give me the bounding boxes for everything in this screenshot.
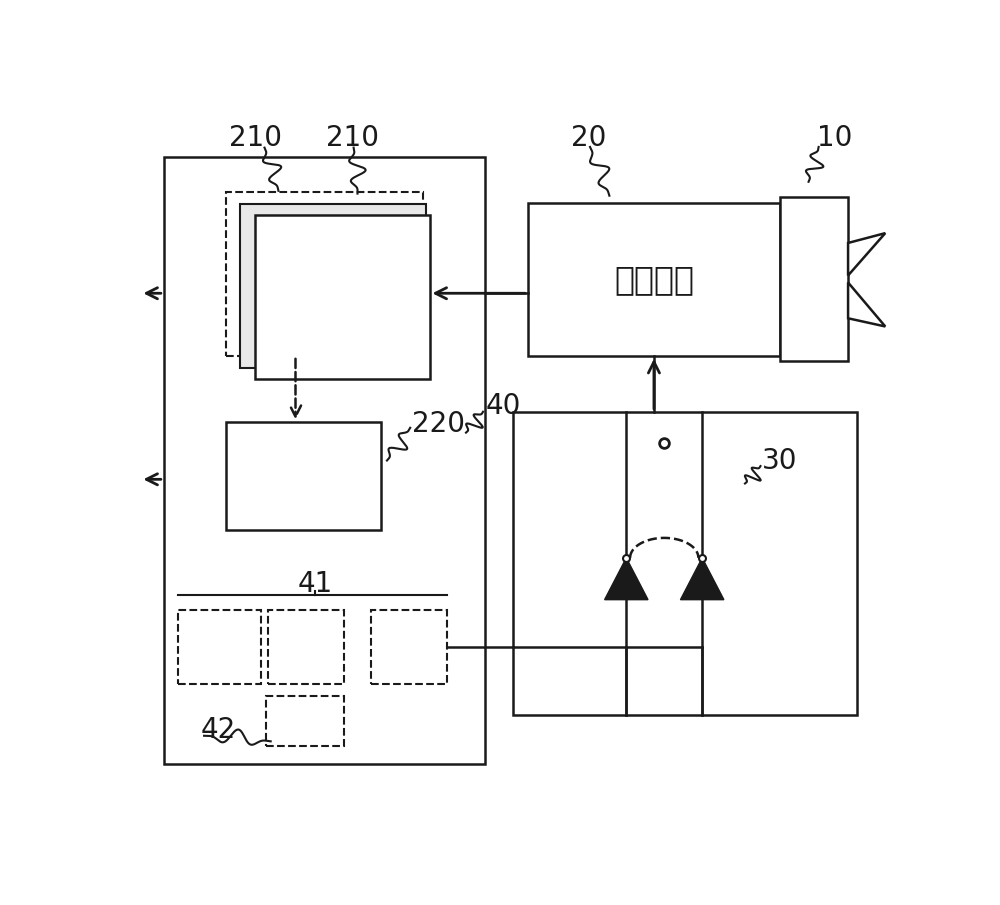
Bar bbox=[178, 610, 261, 683]
Bar bbox=[164, 157, 485, 764]
Polygon shape bbox=[680, 557, 724, 600]
Text: 30: 30 bbox=[762, 446, 798, 474]
Bar bbox=[268, 610, 344, 683]
Text: 220: 220 bbox=[412, 410, 465, 438]
Text: 210: 210 bbox=[229, 124, 282, 152]
Bar bbox=[371, 610, 447, 683]
Bar bbox=[226, 422, 381, 530]
Polygon shape bbox=[605, 557, 648, 600]
Polygon shape bbox=[848, 282, 885, 327]
Text: 20: 20 bbox=[571, 124, 606, 152]
Bar bbox=[255, 215, 430, 379]
Text: 10: 10 bbox=[817, 124, 853, 152]
Text: 光传感器: 光传感器 bbox=[614, 262, 694, 296]
Bar bbox=[780, 197, 848, 361]
Bar bbox=[240, 204, 426, 367]
Text: 42: 42 bbox=[201, 716, 236, 744]
Bar bbox=[266, 696, 344, 747]
Bar bbox=[528, 203, 780, 356]
Text: 40: 40 bbox=[485, 392, 521, 420]
Bar bbox=[512, 412, 857, 715]
Bar bbox=[226, 192, 423, 356]
Polygon shape bbox=[848, 233, 885, 275]
Text: 41: 41 bbox=[297, 570, 332, 598]
Text: 210: 210 bbox=[326, 124, 379, 152]
